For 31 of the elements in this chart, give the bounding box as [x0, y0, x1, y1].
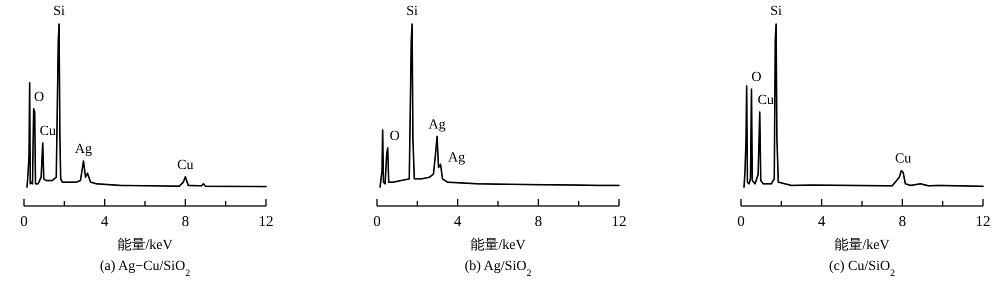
annotation: Si	[406, 4, 418, 19]
annotation: Si	[770, 4, 782, 19]
x-tick-label: 4	[100, 214, 109, 230]
annotation: Cu	[40, 124, 56, 140]
annotation: Si	[53, 4, 66, 19]
x-tick-label: 4	[818, 214, 826, 230]
annotation: Cu	[894, 152, 912, 167]
x-tick-label: 0	[373, 214, 381, 230]
annotation: O	[390, 128, 400, 144]
x-tick-label: 4	[454, 214, 462, 230]
annotation: O	[751, 70, 762, 86]
x-tick-label: 0	[737, 214, 745, 230]
annotation: Ag	[74, 142, 92, 158]
x-tick-label: 12	[976, 214, 990, 230]
x-tick-label: 0	[20, 214, 28, 230]
annotation: O	[34, 90, 44, 105]
annotation: Cu	[758, 93, 774, 108]
x-tick-label: 8	[182, 214, 190, 230]
annotation: Ag	[448, 150, 466, 166]
text: (b) Ag/SiO$_{2}$	[464, 259, 532, 278]
x-axis-title: 能量/keV	[117, 237, 173, 253]
text: (a) Ag−Cu/SiO$_{2}$	[100, 259, 190, 278]
x-axis-title: 能量/keV	[470, 237, 526, 253]
annotation: Ag	[428, 117, 446, 132]
x-tick-label: 12	[612, 214, 626, 230]
text: (c) Cu/SiO$_{2}$	[829, 259, 896, 278]
annotation: Cu	[177, 158, 194, 173]
x-axis-title: 能量/keV	[834, 237, 890, 253]
x-tick-label: 8	[534, 214, 542, 230]
x-tick-label: 8	[898, 214, 906, 230]
x-tick-label: 12	[258, 214, 274, 230]
